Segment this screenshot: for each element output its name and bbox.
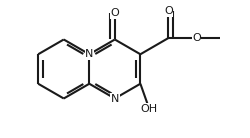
Text: N: N <box>85 49 94 59</box>
Text: O: O <box>110 8 119 18</box>
Text: N: N <box>111 94 119 104</box>
Text: O: O <box>164 6 173 16</box>
Text: OH: OH <box>141 104 158 114</box>
Text: O: O <box>192 33 201 43</box>
